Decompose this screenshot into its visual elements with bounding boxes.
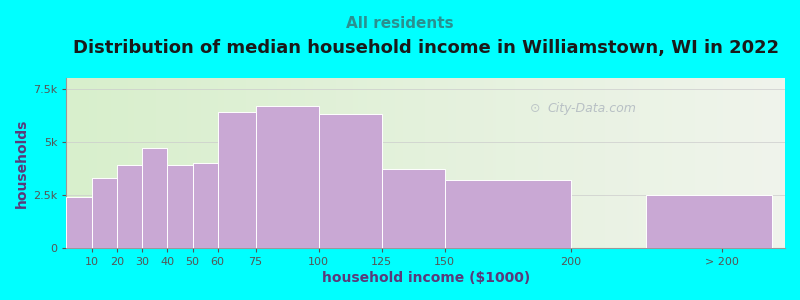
Bar <box>318 114 382 248</box>
Bar <box>92 178 117 248</box>
Bar <box>142 148 167 248</box>
Bar <box>646 195 772 248</box>
Text: ⊙: ⊙ <box>530 102 541 115</box>
X-axis label: household income ($1000): household income ($1000) <box>322 271 530 285</box>
Y-axis label: households: households <box>15 118 29 208</box>
Bar <box>255 106 318 248</box>
Bar <box>382 169 445 248</box>
Bar <box>445 180 570 248</box>
Bar <box>193 163 218 248</box>
Bar <box>66 197 92 248</box>
Bar <box>117 165 142 248</box>
Bar <box>218 112 255 248</box>
Bar <box>167 165 193 248</box>
Text: All residents: All residents <box>346 16 454 32</box>
Title: Distribution of median household income in Williamstown, WI in 2022: Distribution of median household income … <box>73 39 778 57</box>
Text: City-Data.com: City-Data.com <box>548 102 637 115</box>
